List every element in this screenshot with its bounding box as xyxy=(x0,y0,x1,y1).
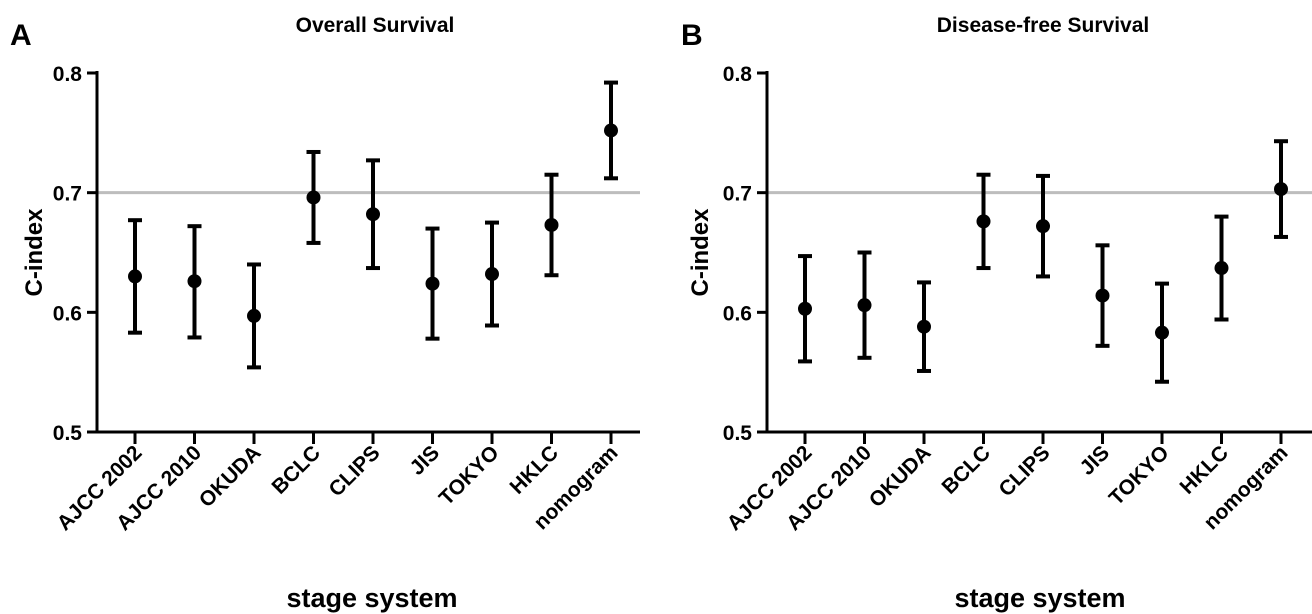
data-point xyxy=(976,214,991,229)
data-point xyxy=(1036,219,1050,234)
x-tick-label: JIS xyxy=(1075,441,1114,480)
data-point xyxy=(857,298,872,313)
data-point xyxy=(247,308,261,323)
data-point xyxy=(306,190,321,205)
data-point xyxy=(917,319,931,334)
x-tick-label: CLIPS xyxy=(325,441,385,501)
data-point xyxy=(187,274,202,289)
y-axis-label: C-index xyxy=(687,208,714,297)
x-tick-label: TOKYO xyxy=(1105,441,1174,510)
x-tick-label: OKUDA xyxy=(865,441,936,512)
data-point xyxy=(128,269,142,284)
data-point xyxy=(1155,325,1169,340)
x-axis-label: stage system xyxy=(954,583,1125,613)
x-tick-label: HKLC xyxy=(506,441,564,499)
x-tick-label: BCLC xyxy=(268,441,326,499)
y-tick-label: 0.6 xyxy=(53,302,82,325)
x-tick-label: BCLC xyxy=(938,441,996,499)
x-tick-label: TOKYO xyxy=(435,441,504,510)
y-axis-label: C-index xyxy=(21,208,48,297)
y-tick-label: 0.8 xyxy=(723,63,753,86)
panel-letter: B xyxy=(681,19,703,52)
data-point xyxy=(366,207,380,222)
chart-title: Disease-free Survival xyxy=(937,14,1149,37)
data-point xyxy=(1095,288,1110,303)
y-tick-label: 0.5 xyxy=(53,422,83,445)
x-tick-label: CLIPS xyxy=(995,441,1055,501)
data-point xyxy=(798,301,812,316)
x-tick-label: HKLC xyxy=(1176,441,1234,499)
y-tick-label: 0.5 xyxy=(723,422,753,445)
panel-A: A Overall Survival 0.5 0.6 0.7 0.8 C-index stag… xyxy=(10,14,640,613)
chart-title: Overall Survival xyxy=(296,14,455,37)
data-point xyxy=(544,217,559,232)
x-axis-label: stage system xyxy=(286,583,457,613)
y-tick-label: 0.8 xyxy=(53,63,83,86)
x-tick-label: JIS xyxy=(405,441,444,480)
data-point xyxy=(1214,261,1229,276)
data-point xyxy=(485,267,499,282)
data-point xyxy=(1274,182,1288,197)
data-point xyxy=(425,276,440,291)
data-point xyxy=(604,123,618,138)
panel-B: B Disease-free Survival 0.5 0.6 0.7 0.8 C-inde… xyxy=(681,14,1312,613)
y-tick-label: 0.7 xyxy=(723,183,752,206)
x-tick-label: OKUDA xyxy=(195,441,266,512)
panel-letter: A xyxy=(10,19,32,52)
y-tick-label: 0.7 xyxy=(53,183,82,206)
y-tick-label: 0.6 xyxy=(723,302,752,325)
